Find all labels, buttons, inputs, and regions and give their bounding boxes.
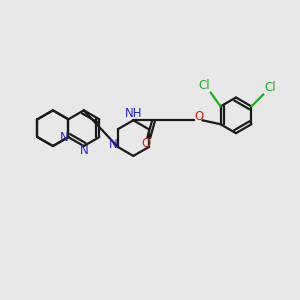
Text: Cl: Cl [264, 81, 276, 94]
Text: O: O [142, 136, 151, 150]
Text: N: N [80, 145, 88, 158]
Text: N: N [60, 130, 69, 144]
Text: Cl: Cl [199, 79, 211, 92]
Text: NH: NH [124, 107, 142, 120]
Text: O: O [195, 110, 204, 123]
Text: N: N [109, 138, 117, 151]
